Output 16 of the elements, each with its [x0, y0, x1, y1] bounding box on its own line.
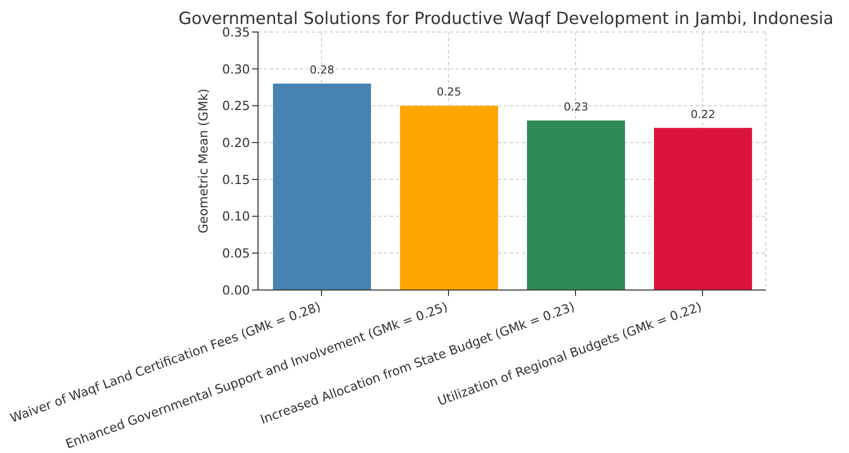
y-tick-label: 0.10	[222, 208, 250, 224]
y-tick-label: 0.30	[222, 61, 250, 76]
y-tick-label: 0.05	[222, 246, 250, 261]
data-label: 0.23	[564, 100, 588, 114]
y-tick-label: 0.00	[222, 282, 250, 298]
bar	[654, 128, 752, 290]
bar	[273, 84, 371, 290]
y-axis-title: Geometric Mean (GMk)	[195, 88, 210, 234]
y-tick-label: 0.20	[222, 135, 250, 150]
bar	[527, 120, 625, 290]
y-tick-label: 0.25	[222, 98, 250, 114]
data-label: 0.28	[310, 64, 334, 77]
y-tick-label: 0.15	[222, 172, 250, 187]
bar	[400, 106, 498, 290]
data-label: 0.22	[690, 108, 716, 121]
data-label: 0.25	[436, 86, 462, 99]
